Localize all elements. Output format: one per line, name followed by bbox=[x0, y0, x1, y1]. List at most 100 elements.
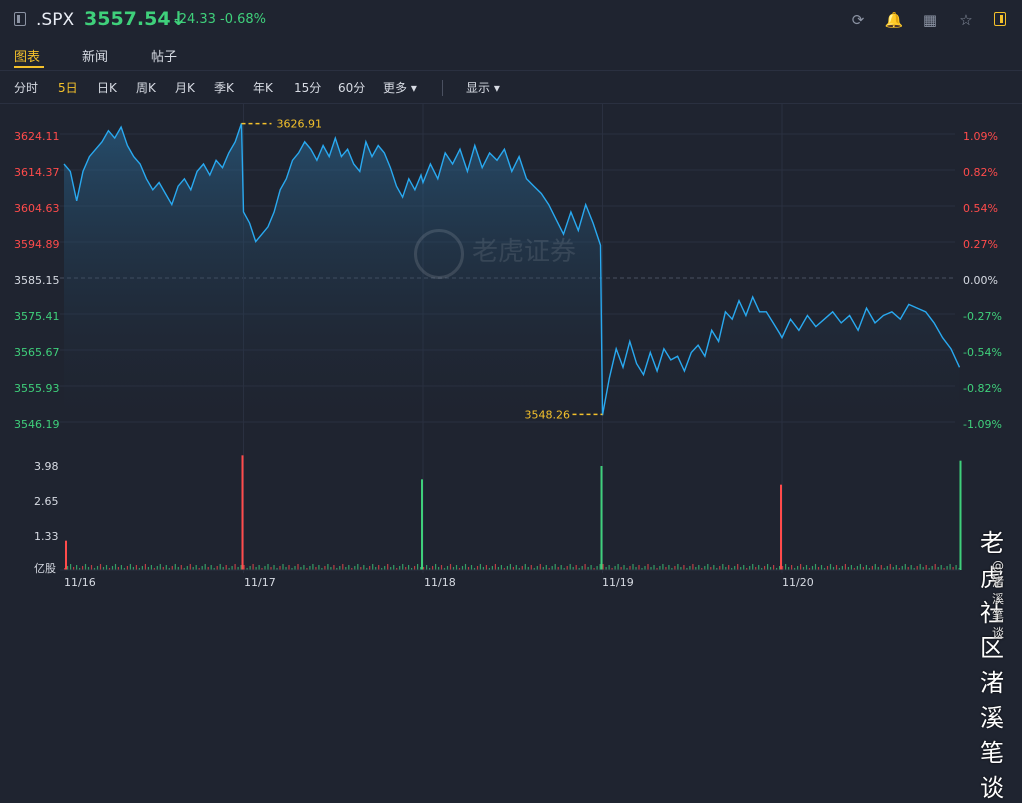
tab-chart[interactable]: 图表 bbox=[14, 50, 41, 65]
volume-bar bbox=[551, 566, 553, 570]
volume-bar bbox=[850, 565, 852, 570]
volume-bar bbox=[252, 564, 254, 570]
volume-bar bbox=[740, 567, 742, 570]
volume-bar bbox=[345, 567, 347, 570]
grid-icon[interactable]: ▦ bbox=[922, 11, 938, 29]
volume-bar bbox=[258, 565, 260, 570]
volume-bar bbox=[96, 566, 99, 570]
volume-bar bbox=[393, 565, 395, 570]
volume-bar bbox=[683, 565, 685, 570]
period-week[interactable]: 周K bbox=[136, 81, 156, 95]
volume-bar bbox=[90, 565, 93, 570]
volume-bar bbox=[438, 567, 440, 570]
volume-bar bbox=[76, 565, 78, 570]
period-60m[interactable]: 60分 bbox=[338, 81, 366, 95]
tab-posts[interactable]: 帖子 bbox=[151, 50, 178, 65]
volume-bar bbox=[719, 566, 721, 570]
volume-bar bbox=[285, 567, 287, 570]
volume-bar bbox=[752, 564, 754, 570]
volume-bar bbox=[420, 567, 422, 570]
star-icon[interactable]: ☆ bbox=[959, 11, 973, 29]
volume-bar bbox=[255, 567, 257, 570]
volume-bar bbox=[234, 564, 236, 570]
volume-bar bbox=[575, 565, 577, 570]
volume-bar bbox=[402, 564, 404, 570]
period-quarter[interactable]: 季K bbox=[214, 81, 234, 95]
y-left-tick: 3604.63 bbox=[14, 202, 60, 215]
volume-bar bbox=[204, 564, 206, 570]
volume-bar bbox=[677, 564, 679, 570]
layout-toggle-icon[interactable] bbox=[994, 12, 1006, 26]
volume-bar bbox=[958, 568, 960, 570]
volume-unit: 亿股 bbox=[34, 562, 56, 575]
volume-bar bbox=[949, 564, 951, 570]
volume-bar bbox=[411, 568, 413, 570]
volume-bar bbox=[922, 567, 924, 570]
volume-bar bbox=[557, 567, 559, 570]
volume-bar bbox=[788, 567, 790, 570]
volume-bar bbox=[132, 567, 134, 570]
volume-bar bbox=[321, 568, 323, 570]
volume-bar bbox=[363, 565, 365, 570]
volume-bar bbox=[713, 565, 715, 570]
price-area bbox=[64, 123, 960, 428]
volume-bar bbox=[698, 565, 700, 570]
volume-bar bbox=[315, 567, 317, 570]
volume-bar bbox=[934, 564, 936, 570]
volume-bar bbox=[479, 564, 481, 570]
volume-bar bbox=[892, 567, 894, 570]
volume-bar bbox=[207, 567, 209, 570]
volume-bar bbox=[330, 567, 332, 570]
volume-bar bbox=[120, 565, 122, 570]
volume-bar bbox=[210, 565, 212, 570]
volume-bar bbox=[853, 568, 855, 570]
volume-bar bbox=[782, 566, 784, 570]
volume-bar bbox=[620, 567, 622, 570]
volume-bar bbox=[473, 568, 476, 570]
y-left-tick: 3575.41 bbox=[14, 310, 60, 323]
volume-bar bbox=[446, 566, 449, 570]
bell-icon[interactable]: 🔔 bbox=[884, 11, 904, 29]
volume-bar bbox=[518, 568, 520, 570]
period-15m[interactable]: 15分 bbox=[294, 81, 322, 95]
volume-bar bbox=[246, 568, 248, 570]
period-more[interactable]: 更多 ▾ bbox=[383, 81, 417, 95]
volume-bar bbox=[423, 567, 425, 570]
volume-bar bbox=[584, 564, 586, 570]
volume-bar bbox=[629, 566, 631, 570]
x-tick: 11/18 bbox=[424, 576, 456, 589]
volume-bar bbox=[668, 565, 670, 570]
volume-spike bbox=[65, 540, 67, 570]
period-month[interactable]: 月K bbox=[175, 81, 195, 95]
x-tick: 11/20 bbox=[782, 576, 814, 589]
y-left-tick: 3624.11 bbox=[14, 130, 60, 143]
volume-bar bbox=[417, 564, 419, 570]
volume-bar bbox=[794, 568, 796, 570]
volume-bar bbox=[351, 568, 353, 570]
volume-bar bbox=[129, 564, 131, 570]
volume-bar bbox=[527, 567, 529, 570]
volume-bar bbox=[306, 568, 308, 570]
volume-bar bbox=[746, 568, 748, 570]
volume-bar bbox=[375, 567, 377, 570]
volume-bar bbox=[835, 565, 838, 570]
volume-bar bbox=[856, 566, 858, 570]
tab-news[interactable]: 新闻 bbox=[82, 50, 109, 65]
volume-bar bbox=[512, 567, 514, 570]
display-menu[interactable]: 显示 ▾ bbox=[466, 81, 500, 95]
volume-bar bbox=[886, 566, 888, 570]
period-day[interactable]: 日K bbox=[97, 81, 117, 95]
volume-bar bbox=[545, 565, 547, 570]
period-5d[interactable]: 5日 bbox=[58, 81, 78, 95]
volume-bar bbox=[626, 568, 628, 570]
volume-bar bbox=[426, 565, 428, 570]
volume-bar bbox=[632, 564, 634, 570]
period-year[interactable]: 年K bbox=[253, 81, 273, 95]
sidebar-toggle-icon[interactable] bbox=[14, 12, 26, 26]
refresh-icon[interactable]: ⟳ bbox=[851, 11, 865, 29]
y-right-tick: 1.09% bbox=[963, 130, 998, 143]
period-intraday[interactable]: 分时 bbox=[14, 81, 39, 95]
volume-bar bbox=[829, 564, 832, 570]
price: 3557.54↓ bbox=[84, 8, 187, 30]
volume-bar bbox=[147, 567, 149, 570]
